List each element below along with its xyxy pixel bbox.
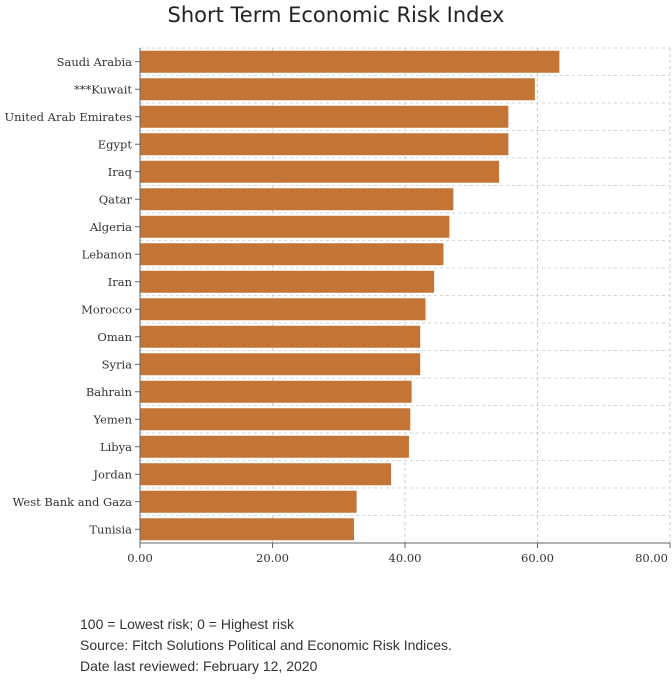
- bar[interactable]: [140, 78, 535, 101]
- category-label: Iraq: [108, 165, 133, 179]
- x-tick-label: 0.00: [127, 551, 153, 565]
- axes: [135, 48, 671, 548]
- bar[interactable]: [140, 160, 500, 183]
- category-label: Yemen: [92, 412, 132, 426]
- x-tick-label: 80.00: [635, 551, 668, 565]
- labels: Saudi Arabia ***Kuwait United Arab Emirate…: [4, 55, 668, 565]
- grid: [140, 47, 671, 544]
- bar[interactable]: [140, 518, 354, 541]
- category-label: United Arab Emirates: [4, 110, 132, 124]
- category-label: Algeria: [89, 220, 132, 234]
- bar[interactable]: [140, 380, 412, 403]
- bar-chart: Saudi Arabia ***Kuwait United Arab Emirate…: [4, 47, 671, 565]
- category-label: Syria: [102, 357, 133, 371]
- category-label: ***Kuwait: [74, 82, 132, 96]
- category-label: Libya: [100, 440, 132, 454]
- category-label: Iran: [108, 275, 133, 289]
- category-label: Tunisia: [89, 522, 132, 536]
- bars: [140, 50, 560, 541]
- footnote-source: Source: Fitch Solutions Political and Ec…: [80, 637, 452, 653]
- footnote-date: Date last reviewed: February 12, 2020: [80, 658, 318, 674]
- category-label: Saudi Arabia: [57, 55, 133, 69]
- category-label: Qatar: [99, 192, 133, 206]
- category-label: Egypt: [98, 137, 133, 151]
- category-label: Morocco: [81, 302, 132, 316]
- bar[interactable]: [140, 325, 421, 348]
- bar[interactable]: [140, 188, 454, 211]
- bar[interactable]: [140, 353, 421, 376]
- category-label: West Bank and Gaza: [13, 495, 133, 509]
- x-tick-label: 20.00: [256, 551, 289, 565]
- category-label: Oman: [97, 330, 132, 344]
- footnotes: 100 = Lowest risk; 0 = Highest risk Sour…: [80, 614, 452, 677]
- bar[interactable]: [140, 270, 435, 293]
- bar[interactable]: [140, 50, 560, 73]
- category-label: Bahrain: [86, 385, 133, 399]
- bar[interactable]: [140, 105, 509, 128]
- bar[interactable]: [140, 243, 444, 266]
- bar[interactable]: [140, 298, 426, 321]
- bar[interactable]: [140, 133, 509, 156]
- chart-title: Short Term Economic Risk Index: [167, 3, 505, 27]
- bar[interactable]: [140, 408, 411, 431]
- footnote-scale: 100 = Lowest risk; 0 = Highest risk: [80, 616, 294, 632]
- bar[interactable]: [140, 435, 409, 458]
- x-tick-label: 60.00: [521, 551, 554, 565]
- bar[interactable]: [140, 215, 450, 238]
- x-tick-label: 40.00: [389, 551, 422, 565]
- bar[interactable]: [140, 490, 357, 513]
- bar[interactable]: [140, 463, 392, 486]
- category-label: Lebanon: [82, 247, 133, 261]
- category-label: Jordan: [92, 467, 132, 481]
